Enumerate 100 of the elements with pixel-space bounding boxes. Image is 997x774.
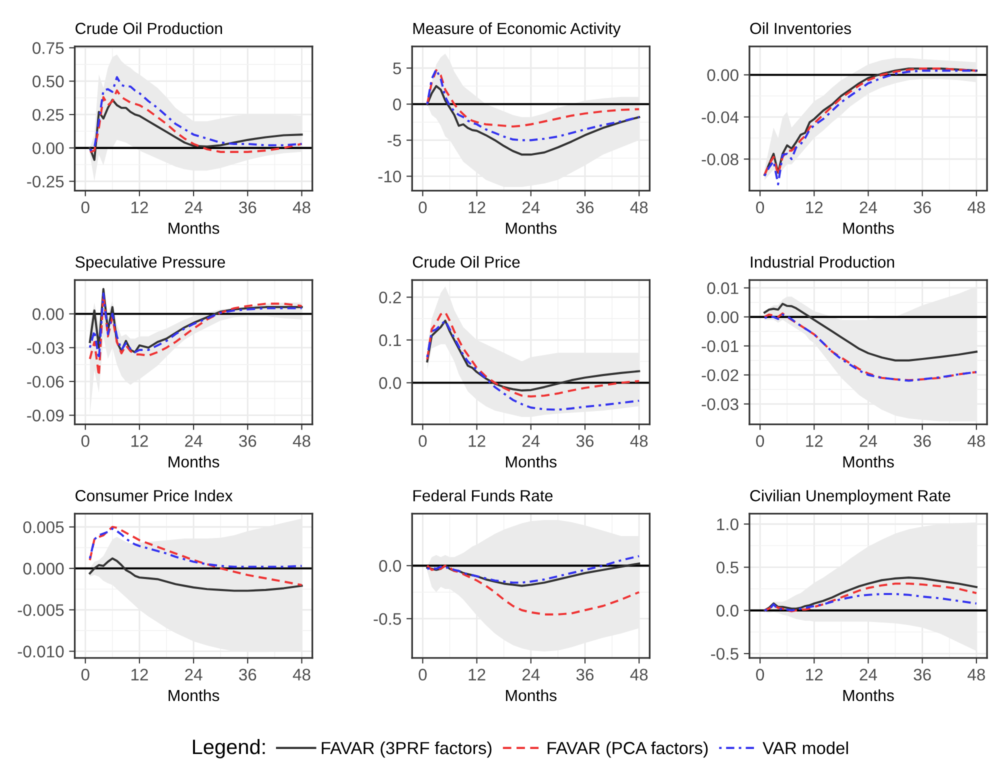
x-tick-label: 36 (576, 435, 594, 447)
x-tick-label: 24 (522, 668, 540, 680)
y-tick-label: 0.000 (23, 562, 64, 575)
line-series (88, 557, 303, 592)
x-tick-label: 36 (914, 435, 931, 447)
x-tick-label: 36 (239, 668, 256, 681)
line-series (88, 292, 303, 360)
line-series (764, 582, 978, 612)
x-tick-label: 48 (630, 202, 648, 214)
x-axis-title: Months (168, 689, 220, 702)
y-tick-label: -10 (378, 170, 402, 182)
x-tick-label: 36 (239, 435, 256, 447)
y-tick-label: -0.02 (702, 369, 738, 382)
y-tick-label: -0.03 (702, 398, 738, 410)
chart-title: Civilian Unemployment Rate (750, 490, 950, 504)
y-tick-label: 1.0 (717, 518, 738, 530)
x-tick-label: 12 (131, 435, 148, 447)
x-tick-label: 48 (292, 435, 310, 447)
y-tick-label: -0.08 (702, 153, 738, 166)
line-series (426, 564, 640, 616)
y-tick-label: 0.1 (379, 334, 401, 346)
y-tick-label: 0.00 (32, 308, 64, 320)
line-series (426, 555, 640, 584)
chart-title: Federal Funds Rate (413, 490, 553, 502)
x-tick-label: 12 (806, 668, 823, 680)
x-tick-label: 24 (185, 435, 202, 447)
y-tick-label: 0 (393, 98, 402, 110)
x-axis-title: Months (168, 222, 220, 234)
x-tick-label: 12 (806, 435, 823, 447)
y-tick-label: 0.01 (707, 282, 738, 294)
line-series (426, 85, 640, 156)
x-tick-label: 12 (468, 668, 486, 680)
x-axis-title: Months (843, 222, 894, 234)
line-series (426, 562, 640, 587)
y-tick-label: -5 (388, 134, 402, 146)
x-axis-title: Months (506, 689, 557, 702)
y-tick-label: 0.50 (32, 76, 64, 88)
y-tick-label: -0.01 (702, 340, 738, 352)
x-tick-label: 0 (756, 668, 764, 681)
x-tick-label: 12 (806, 202, 823, 214)
x-tick-label: 48 (968, 435, 985, 447)
x-tick-label: 12 (131, 668, 148, 680)
line-series (426, 320, 640, 392)
y-tick-label: -0.04 (702, 111, 739, 124)
y-tick-label: 5 (393, 62, 402, 74)
x-axis-title: Months (843, 456, 894, 468)
x-tick-label: 0 (81, 435, 90, 447)
line-series (88, 89, 303, 153)
y-tick-label: -0.03 (27, 342, 64, 354)
x-tick-label: 0 (756, 202, 764, 214)
x-tick-label: 0 (418, 202, 427, 214)
y-tick-label: 0.00 (32, 142, 64, 154)
x-tick-label: 48 (292, 202, 310, 214)
x-tick-label: 48 (630, 668, 648, 681)
y-tick-label: 0.0 (379, 377, 402, 389)
x-tick-label: 48 (968, 202, 985, 214)
y-tick-label: -0.06 (27, 376, 64, 388)
line-series (426, 68, 640, 142)
chart-title: Crude Oil Production (76, 22, 222, 34)
y-tick-label: 0.00 (707, 69, 738, 82)
y-tick-label: -0.5 (711, 648, 738, 660)
chart-title: Crude Oil Price (412, 256, 520, 268)
x-axis-title: Months (168, 456, 220, 468)
x-tick-label: 24 (185, 202, 202, 214)
y-tick-label: 0.5 (716, 562, 738, 574)
legend-title: Legend: (193, 738, 265, 758)
y-tick-label: 0.25 (32, 108, 64, 121)
line-series (88, 76, 303, 152)
x-tick-label: 48 (292, 668, 310, 681)
line-series (88, 288, 303, 354)
chart-title: Oil Inventories (750, 22, 851, 34)
x-axis-title: Months (843, 689, 894, 702)
line-series (426, 311, 640, 398)
x-tick-label: 36 (914, 202, 931, 214)
line-series (426, 69, 640, 128)
chart-title: Consumer Price Index (76, 490, 233, 502)
legend-label: VAR model (762, 741, 848, 754)
x-tick-label: 12 (131, 202, 148, 214)
x-tick-label: 0 (418, 668, 427, 681)
y-tick-label: -0.005 (18, 604, 64, 616)
line-series (764, 576, 978, 612)
x-tick-label: 24 (860, 202, 878, 214)
chart-title: Measure of Economic Activity (413, 22, 621, 38)
y-tick-label: -0.5 (374, 613, 402, 625)
x-tick-label: 12 (468, 202, 486, 214)
line-series (764, 302, 978, 362)
x-tick-label: 0 (418, 435, 427, 447)
y-tick-label: -0.09 (27, 410, 64, 422)
chart-title: Industrial Production (750, 256, 894, 268)
y-tick-label: -0.010 (18, 646, 64, 658)
x-axis-title: Months (506, 456, 557, 468)
x-tick-label: 24 (185, 668, 202, 680)
x-tick-label: 0 (756, 435, 764, 447)
x-tick-label: 48 (968, 668, 985, 681)
x-tick-label: 24 (860, 435, 878, 447)
legend-label: FAVAR (PCA factors) (548, 741, 708, 758)
line-series (88, 528, 303, 568)
y-tick-label: -0.25 (27, 176, 64, 188)
x-tick-label: 0 (81, 202, 90, 214)
y-tick-label: 0.0 (716, 604, 738, 617)
